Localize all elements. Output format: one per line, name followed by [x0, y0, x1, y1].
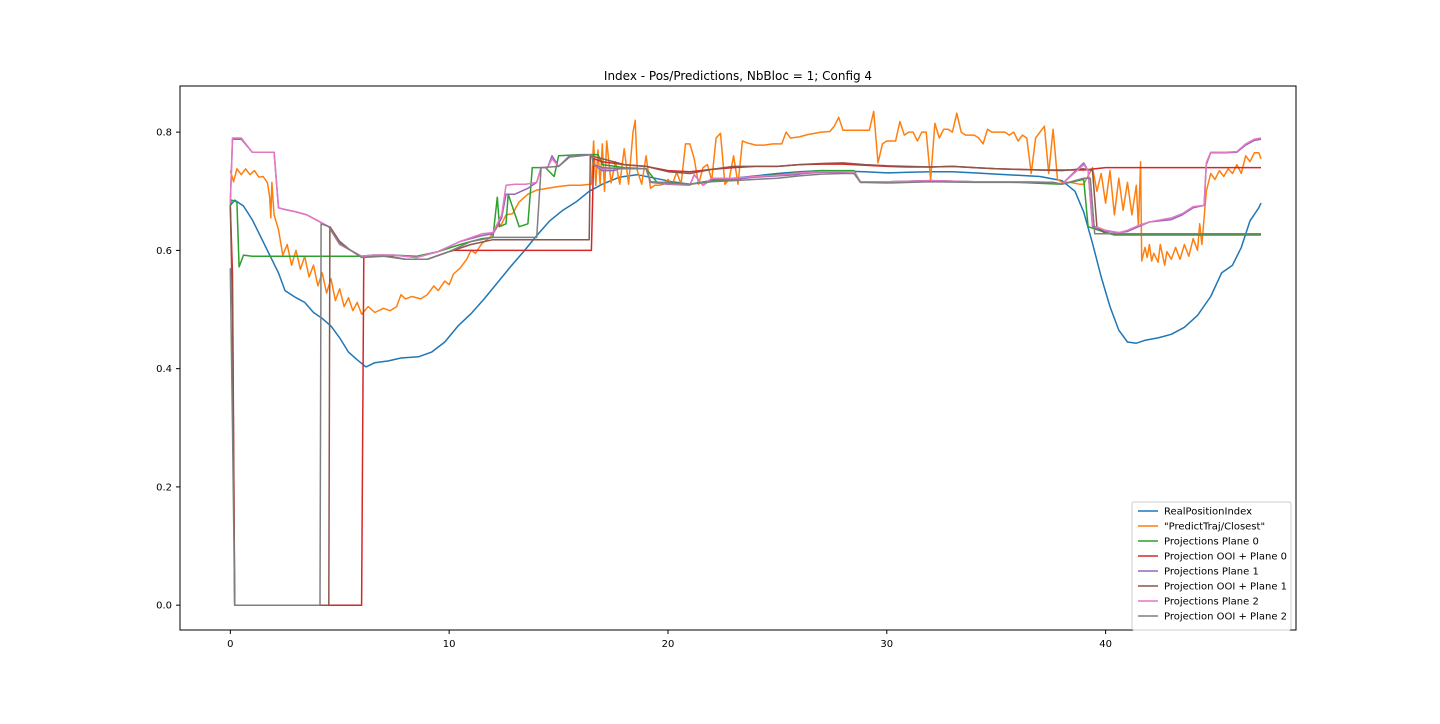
y-tick-label: 0.6 [156, 246, 172, 257]
legend-label: "PredictTraj/Closest" [1164, 522, 1265, 533]
y-tick-label: 0.4 [156, 364, 172, 375]
x-tick-label: 30 [880, 639, 893, 650]
x-tick-label: 0 [227, 639, 233, 650]
x-tick-label: 20 [662, 639, 675, 650]
y-tick-label: 0.0 [156, 601, 172, 612]
legend: RealPositionIndex "PredictTraj/Closest" Pr… [1131, 501, 1292, 631]
x-axis: 0 10 20 30 40 [227, 630, 1112, 650]
y-tick-label: 0.8 [156, 128, 172, 139]
x-tick-label: 40 [1099, 639, 1112, 650]
series-line-0 [229, 169, 1262, 368]
legend-label: Projections Plane 1 [1164, 567, 1259, 578]
chart-title: Index - Pos/Predictions, NbBloc = 1; Con… [604, 69, 872, 83]
x-tick-label: 10 [443, 639, 456, 650]
legend-label: Projections Plane 2 [1164, 597, 1259, 608]
y-tick-label: 0.2 [156, 482, 172, 493]
legend-label: Projection OOI + Plane 2 [1164, 612, 1287, 623]
series-layer [229, 110, 1262, 606]
plot-frame [179, 85, 1297, 631]
y-axis: 0.0 0.2 0.4 0.6 0.8 [156, 128, 180, 612]
legend-box [1131, 501, 1292, 631]
series-line-5 [229, 155, 1261, 606]
series-line-7 [229, 153, 1261, 606]
legend-label: Projections Plane 0 [1164, 537, 1259, 548]
legend-label: RealPositionIndex [1164, 507, 1252, 518]
series-line-1 [229, 110, 1262, 315]
legend-label: Projection OOI + Plane 0 [1164, 552, 1287, 563]
legend-label: Projection OOI + Plane 1 [1164, 582, 1287, 593]
